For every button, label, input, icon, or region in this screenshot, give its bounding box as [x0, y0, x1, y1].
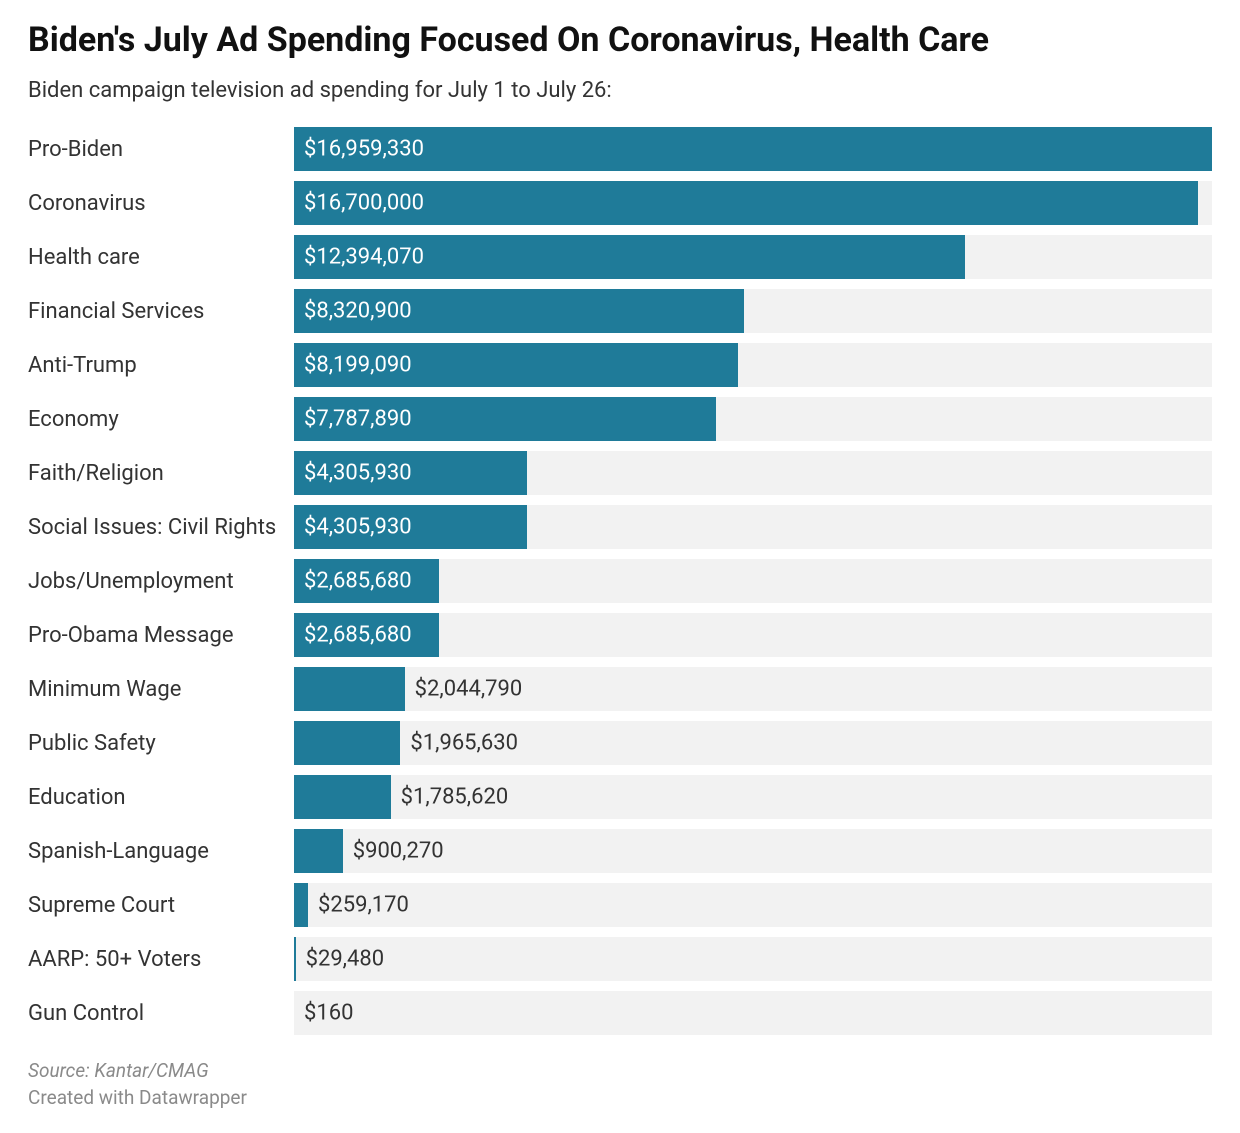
bar-track: $29,480 — [294, 937, 1212, 981]
bar-value: $259,170 — [318, 893, 409, 918]
bar-label: Pro-Obama Message — [28, 623, 294, 648]
bar-label: Spanish-Language — [28, 839, 294, 864]
bar-row: Gun Control $160 — [28, 989, 1212, 1037]
bar-value: $2,685,680 — [304, 569, 412, 594]
bar-label: Public Safety — [28, 731, 294, 756]
bar-value: $29,480 — [306, 947, 385, 972]
bar-row: Pro-Biden $16,959,330 — [28, 125, 1212, 173]
bar-track: $12,394,070 — [294, 235, 1212, 279]
bar-track: $2,685,680 — [294, 613, 1212, 657]
bar-label: AARP: 50+ Voters — [28, 947, 294, 972]
bar-label: Financial Services — [28, 299, 294, 324]
bar-row: Supreme Court $259,170 — [28, 881, 1212, 929]
chart-credit: Created with Datawrapper — [28, 1086, 1212, 1109]
bar-row: Public Safety $1,965,630 — [28, 719, 1212, 767]
bar-track: $8,199,090 — [294, 343, 1212, 387]
bar-fill — [294, 721, 400, 765]
bar-row: Coronavirus $16,700,000 — [28, 179, 1212, 227]
bar-track: $4,305,930 — [294, 505, 1212, 549]
bar-track: $16,959,330 — [294, 127, 1212, 171]
bar-track: $2,685,680 — [294, 559, 1212, 603]
bar-value: $2,044,790 — [415, 677, 523, 702]
bar-row: Education $1,785,620 — [28, 773, 1212, 821]
bar-value: $900,270 — [353, 839, 444, 864]
bar-fill — [294, 883, 308, 927]
bar-track: $4,305,930 — [294, 451, 1212, 495]
bar-value: $4,305,930 — [304, 515, 412, 540]
bar-track: $900,270 — [294, 829, 1212, 873]
bar-label: Education — [28, 785, 294, 810]
bar-value: $12,394,070 — [304, 245, 424, 270]
bar-row: Faith/Religion $4,305,930 — [28, 449, 1212, 497]
bar-row: Health care $12,394,070 — [28, 233, 1212, 281]
bar-value: $8,199,090 — [304, 353, 412, 378]
bar-value: $8,320,900 — [304, 299, 412, 324]
bar-fill — [294, 775, 391, 819]
bar-label: Jobs/Unemployment — [28, 569, 294, 594]
bar-track: $16,700,000 — [294, 181, 1212, 225]
bar-label: Anti-Trump — [28, 353, 294, 378]
bar-track: $259,170 — [294, 883, 1212, 927]
bar-label: Social Issues: Civil Rights — [28, 515, 294, 540]
bar-value: $4,305,930 — [304, 461, 412, 486]
bar-track: $160 — [294, 991, 1212, 1035]
bar-value: $160 — [304, 1001, 353, 1026]
bar-track: $2,044,790 — [294, 667, 1212, 711]
bar-label: Gun Control — [28, 1001, 294, 1026]
bar-label: Health care — [28, 245, 294, 270]
bar-fill — [294, 829, 343, 873]
bar-row: Minimum Wage $2,044,790 — [28, 665, 1212, 713]
bar-row: Spanish-Language $900,270 — [28, 827, 1212, 875]
bar-fill — [294, 181, 1198, 225]
bar-value: $7,787,890 — [304, 407, 412, 432]
bar-row: Anti-Trump $8,199,090 — [28, 341, 1212, 389]
chart-source: Source: Kantar/CMAG — [28, 1059, 1212, 1082]
bar-track: $1,785,620 — [294, 775, 1212, 819]
bar-label: Coronavirus — [28, 191, 294, 216]
bar-label: Pro-Biden — [28, 137, 294, 162]
bar-label: Supreme Court — [28, 893, 294, 918]
bar-row: Social Issues: Civil Rights $4,305,930 — [28, 503, 1212, 551]
bar-value: $16,700,000 — [304, 191, 424, 216]
bar-row: AARP: 50+ Voters $29,480 — [28, 935, 1212, 983]
bar-row: Pro-Obama Message $2,685,680 — [28, 611, 1212, 659]
bar-value: $2,685,680 — [304, 623, 412, 648]
bar-track: $8,320,900 — [294, 289, 1212, 333]
bar-track: $7,787,890 — [294, 397, 1212, 441]
bar-value: $16,959,330 — [304, 137, 424, 162]
bar-row: Economy $7,787,890 — [28, 395, 1212, 443]
bar-label: Faith/Religion — [28, 461, 294, 486]
chart-title: Biden's July Ad Spending Focused On Coro… — [28, 20, 1212, 60]
bar-fill — [294, 667, 405, 711]
bar-label: Minimum Wage — [28, 677, 294, 702]
bar-row: Financial Services $8,320,900 — [28, 287, 1212, 335]
bar-row: Jobs/Unemployment $2,685,680 — [28, 557, 1212, 605]
chart-subtitle: Biden campaign television ad spending fo… — [28, 78, 1212, 103]
bar-chart: Pro-Biden $16,959,330 Coronavirus $16,700,0… — [28, 125, 1212, 1037]
bar-fill — [294, 127, 1212, 171]
bar-label: Economy — [28, 407, 294, 432]
bar-value: $1,785,620 — [401, 785, 509, 810]
bar-track: $1,965,630 — [294, 721, 1212, 765]
bar-value: $1,965,630 — [410, 731, 518, 756]
bar-fill — [294, 937, 296, 981]
